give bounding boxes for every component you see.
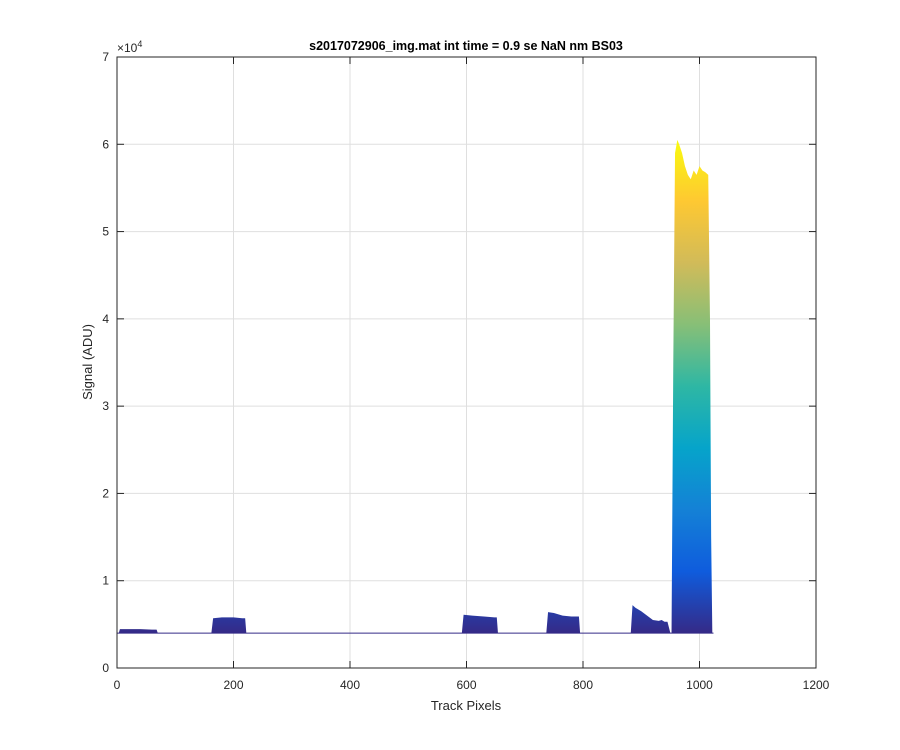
y-tick-label: 2 <box>102 486 109 500</box>
y-tick-label: 5 <box>102 225 109 239</box>
x-tick-label: 800 <box>573 678 593 692</box>
x-tick-labels: 0 200 400 600 800 1000 1200 <box>114 678 830 692</box>
y-exponent-base: ×10 <box>117 41 138 55</box>
axis-ticks <box>116 56 817 669</box>
x-tick-label: 400 <box>340 678 360 692</box>
y-tick-labels: 0 1 2 3 4 5 6 7 <box>102 50 109 675</box>
x-tick-label: 1000 <box>686 678 713 692</box>
x-tick-label: 0 <box>114 678 121 692</box>
y-exponent-power: 4 <box>137 39 142 49</box>
x-tick-label: 1200 <box>803 678 830 692</box>
chart-title: s2017072906_img.mat int time = 0.9 se Na… <box>309 39 623 53</box>
x-axis-label: Track Pixels <box>431 698 502 713</box>
x-tick-label: 200 <box>223 678 243 692</box>
y-tick-label: 1 <box>102 574 109 588</box>
x-tick-label: 600 <box>456 678 476 692</box>
y-tick-label: 7 <box>102 50 109 64</box>
y-axis-label: Signal (ADU) <box>80 324 95 400</box>
y-tick-label: 3 <box>102 399 109 413</box>
y-exponent-label: ×104 <box>117 39 142 55</box>
data-layer <box>117 139 714 634</box>
y-tick-label: 0 <box>102 661 109 675</box>
y-tick-label: 4 <box>102 312 109 326</box>
y-tick-label: 6 <box>102 137 109 151</box>
